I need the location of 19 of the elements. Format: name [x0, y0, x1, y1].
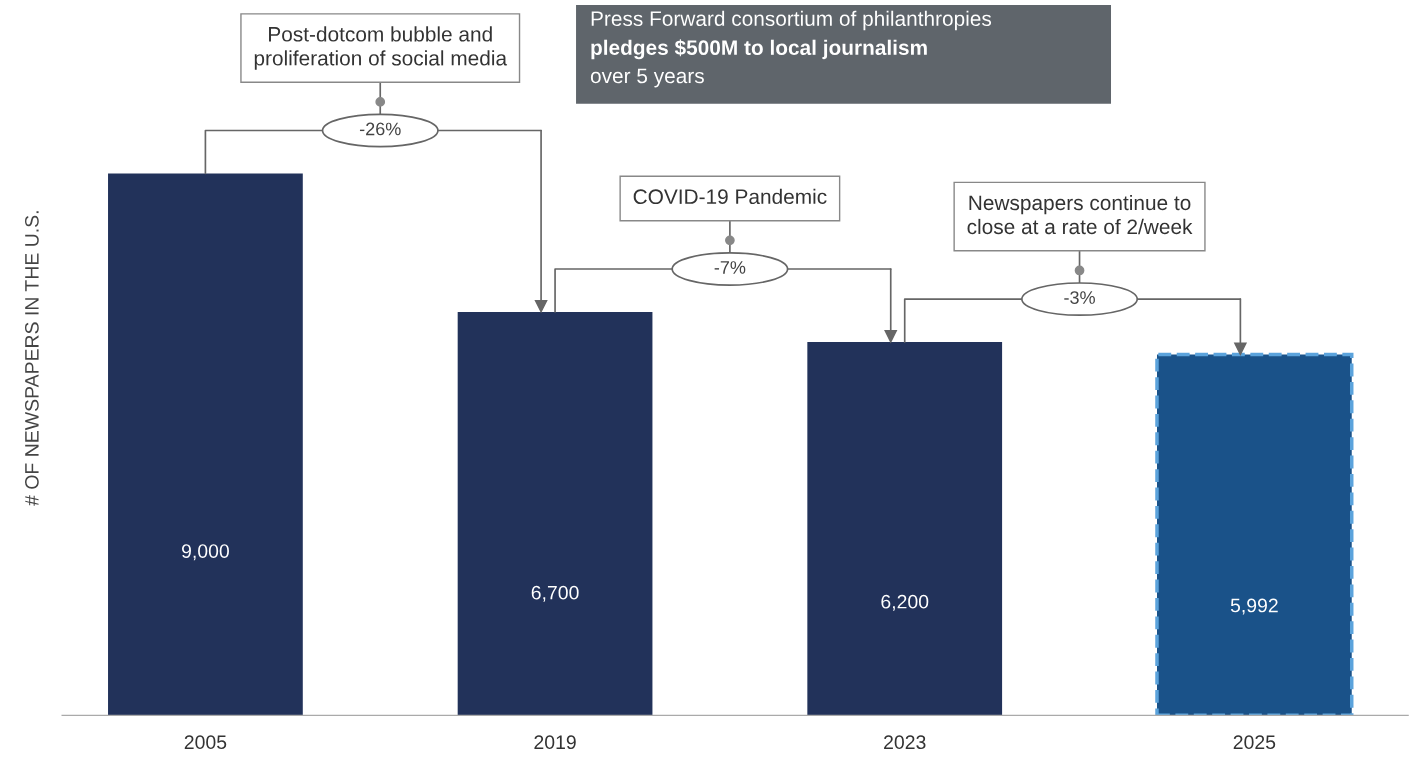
annotation: -7% [714, 261, 746, 274]
bar [108, 173, 303, 716]
x-tick-label: 2019 [534, 735, 576, 750]
y-axis-title: # OF NEWSPAPERS IN THE U.S. [25, 211, 39, 506]
data-label: 6,200 [881, 594, 929, 611]
data-label: 5,992 [1230, 598, 1278, 615]
x-tick-label: 2005 [184, 735, 227, 750]
annotation: Newspapers continue to close at a rate of 2/week [967, 194, 1193, 235]
x-tick-label: 2025 [1233, 735, 1276, 750]
bar [807, 342, 1003, 716]
text: -26% [359, 122, 401, 136]
x-tick-label: 2023 [884, 735, 926, 750]
annotation: -3% [1064, 291, 1095, 304]
data-label: 6,700 [531, 585, 579, 602]
data-label: 9,000 [182, 544, 229, 561]
bar [457, 311, 653, 716]
annotation: COVID-19 Pandemic [633, 188, 827, 205]
text: Post-dotcom bubble and proliferation of social media [254, 26, 508, 70]
text: Press Forward consortium of philanthropies pledges $500M to local journalism over 5 years [590, 10, 992, 88]
